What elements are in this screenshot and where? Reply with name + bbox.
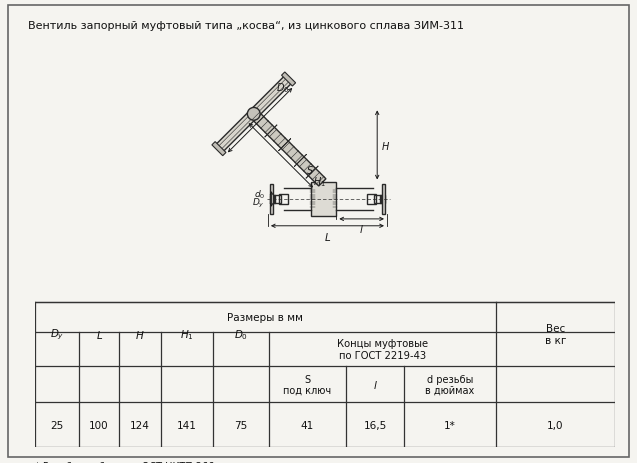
Bar xyxy=(270,185,273,214)
Text: 41: 41 xyxy=(301,419,314,430)
Bar xyxy=(279,194,288,205)
Bar xyxy=(273,195,281,204)
Text: $D_y$: $D_y$ xyxy=(50,327,64,341)
Text: Концы муфтовые
по ГОСТ 2219-43: Концы муфтовые по ГОСТ 2219-43 xyxy=(337,338,428,361)
Text: $D_0$: $D_0$ xyxy=(276,81,290,95)
Bar xyxy=(374,195,382,204)
Text: $H$: $H$ xyxy=(135,328,145,340)
Text: $l$: $l$ xyxy=(359,223,364,234)
Text: $D_y$: $D_y$ xyxy=(252,197,265,210)
Polygon shape xyxy=(212,142,226,156)
Text: $l$: $l$ xyxy=(373,378,378,390)
Text: $d_0$: $d_0$ xyxy=(254,188,265,200)
Text: d резьбы
в дюймах: d резьбы в дюймах xyxy=(426,374,475,395)
Circle shape xyxy=(247,108,260,121)
Bar xyxy=(367,194,376,205)
Text: $L$: $L$ xyxy=(96,328,103,340)
Bar xyxy=(380,196,385,203)
Text: $D_0$: $D_0$ xyxy=(234,327,248,341)
Text: 75: 75 xyxy=(234,419,248,430)
Text: 124: 124 xyxy=(130,419,150,430)
Text: $H$: $H$ xyxy=(381,140,390,151)
Text: $H_1$: $H_1$ xyxy=(313,175,326,189)
Text: 1*: 1* xyxy=(444,419,456,430)
Text: 1,0: 1,0 xyxy=(547,419,564,430)
Polygon shape xyxy=(294,155,306,167)
Text: S
под ключ: S под ключ xyxy=(283,374,331,395)
Text: 16,5: 16,5 xyxy=(364,419,387,430)
Polygon shape xyxy=(265,125,277,138)
Text: Вес
в кг: Вес в кг xyxy=(545,323,566,345)
Text: * Резьба трубная по ОСТ НКТП 266.: * Резьба трубная по ОСТ НКТП 266. xyxy=(35,461,217,463)
Text: Размеры в мм: Размеры в мм xyxy=(227,312,303,322)
Polygon shape xyxy=(216,77,292,152)
Text: 141: 141 xyxy=(177,419,197,430)
Text: $H_1$: $H_1$ xyxy=(180,327,194,341)
Polygon shape xyxy=(282,73,296,87)
Text: 100: 100 xyxy=(89,419,109,430)
Text: $L$: $L$ xyxy=(324,230,331,242)
Bar xyxy=(382,185,385,214)
Text: $S$: $S$ xyxy=(306,163,313,175)
Text: 25: 25 xyxy=(50,419,64,430)
Bar xyxy=(269,196,275,203)
Polygon shape xyxy=(250,111,326,187)
Polygon shape xyxy=(278,139,291,151)
Bar xyxy=(311,183,336,216)
Text: Вентиль запорный муфтовый типа „косва“, из цинкового сплава ЗИМ-311: Вентиль запорный муфтовый типа „косва“, … xyxy=(28,20,464,31)
Polygon shape xyxy=(306,167,318,179)
